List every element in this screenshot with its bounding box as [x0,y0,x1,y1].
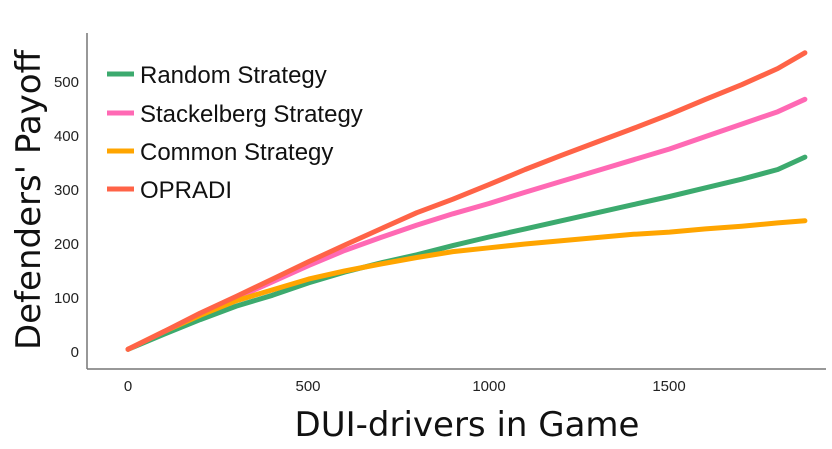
x-tick-label: 1000 [472,378,505,395]
y-axis-title: Defenders' Payoff [9,48,49,350]
series-line-common-strategy [125,218,808,352]
y-tick-label: 400 [54,128,79,145]
x-axis-title: DUI-drivers in Game [295,405,640,445]
series-line-random-strategy [125,154,808,352]
x-tick-label: 500 [295,378,320,395]
y-tick-label: 100 [54,290,79,307]
series-line-stackelberg-strategy [125,96,808,352]
y-tick-label: 500 [54,74,79,91]
x-tick-label: 1500 [652,378,685,395]
legend-label-common: Common Strategy [140,139,333,166]
y-tick-label: 200 [54,236,79,253]
series-line-opradi [125,50,808,352]
plot-lines [125,50,808,352]
legend-label-opradi: OPRADI [140,177,232,204]
x-tick-label: 0 [124,378,132,395]
legend-label-random: Random Strategy [140,62,327,89]
y-tick-label: 0 [71,344,79,361]
legend-label-stackelberg: Stackelberg Strategy [140,101,363,128]
y-tick-label: 300 [54,182,79,199]
legend: Random Strategy Stackelberg Strategy Com… [107,62,363,204]
